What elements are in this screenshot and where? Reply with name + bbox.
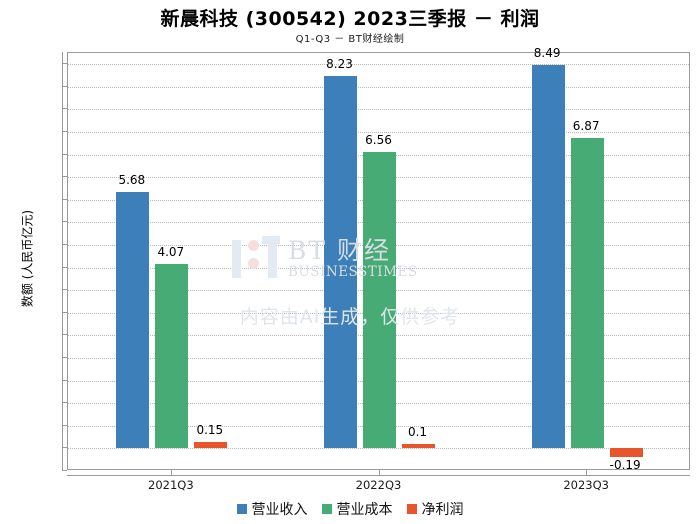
legend-label: 营业收入 bbox=[251, 502, 308, 518]
bar[interactable] bbox=[155, 264, 189, 449]
y-tick-mark bbox=[62, 221, 67, 223]
y-tick-mark bbox=[62, 357, 67, 359]
chart-legend: 营业收入 营业成本 净利润 bbox=[0, 499, 700, 519]
legend-swatch-icon bbox=[236, 504, 247, 514]
y-tick-mark bbox=[62, 198, 67, 200]
bar[interactable] bbox=[609, 448, 643, 457]
bar[interactable] bbox=[570, 137, 604, 449]
x-tick-label: 2022Q3 bbox=[355, 478, 402, 492]
y-tick-mark bbox=[62, 63, 67, 65]
bar[interactable] bbox=[402, 443, 435, 449]
chart-subtitle: Q1-Q3 － BT财经绘制 bbox=[295, 34, 405, 45]
legend-item[interactable]: 净利润 bbox=[406, 499, 464, 519]
bar-value-label: 5.68 bbox=[118, 172, 146, 187]
bar-value-label: 6.87 bbox=[572, 118, 600, 133]
chart-title: 新晨科技 (300542) 2023三季报 － 利润 bbox=[160, 8, 540, 30]
y-tick-mark bbox=[62, 153, 67, 155]
gridline bbox=[68, 86, 689, 88]
bar[interactable] bbox=[531, 64, 565, 449]
x-tick-mark bbox=[586, 470, 588, 475]
legend-swatch-icon bbox=[321, 504, 332, 514]
y-tick-mark bbox=[62, 244, 67, 246]
y-tick-mark bbox=[62, 424, 67, 426]
gridline bbox=[68, 109, 689, 111]
x-tick-mark bbox=[170, 470, 172, 475]
y-tick-mark bbox=[62, 402, 67, 404]
y-tick-mark bbox=[62, 470, 67, 471]
y-tick-mark bbox=[62, 289, 67, 291]
gridline bbox=[68, 64, 689, 66]
y-tick-mark bbox=[62, 334, 67, 336]
y-tick-mark bbox=[62, 311, 67, 313]
gridline bbox=[68, 448, 689, 450]
bar-value-label: 6.56 bbox=[365, 132, 392, 147]
y-tick-mark bbox=[62, 131, 67, 133]
y-axis-title: 数额 (人民币亿元) bbox=[20, 209, 35, 308]
bar-value-label: 4.07 bbox=[157, 245, 185, 260]
x-tick-label: 2023Q3 bbox=[563, 478, 609, 492]
y-axis-spine bbox=[62, 52, 63, 470]
gridline bbox=[68, 132, 689, 134]
x-tick-label: 2021Q3 bbox=[148, 478, 194, 492]
x-axis-spine bbox=[67, 475, 690, 476]
y-tick-mark bbox=[62, 108, 67, 110]
bar-value-label: 8.49 bbox=[533, 45, 561, 60]
bar-value-label: 8.23 bbox=[326, 57, 353, 72]
bar-value-label: 0.15 bbox=[196, 422, 224, 437]
y-tick-mark bbox=[62, 379, 67, 381]
plot-area bbox=[67, 52, 690, 470]
bar-value-label: 0.1 bbox=[407, 424, 428, 439]
legend-item[interactable]: 营业成本 bbox=[321, 499, 393, 519]
x-tick-mark bbox=[378, 470, 380, 475]
bar[interactable] bbox=[194, 441, 228, 449]
y-tick-mark bbox=[62, 447, 67, 449]
bar[interactable] bbox=[324, 76, 357, 449]
legend-label: 净利润 bbox=[421, 502, 464, 518]
bar[interactable] bbox=[116, 191, 150, 449]
y-tick-mark bbox=[62, 266, 67, 268]
bar[interactable] bbox=[363, 151, 396, 449]
bar-value-label: -0.19 bbox=[609, 457, 641, 472]
legend-swatch-icon bbox=[406, 504, 417, 514]
y-tick-mark bbox=[62, 176, 67, 178]
legend-item[interactable]: 营业收入 bbox=[236, 499, 308, 519]
y-tick-mark bbox=[62, 85, 67, 87]
legend-label: 营业成本 bbox=[336, 502, 393, 518]
